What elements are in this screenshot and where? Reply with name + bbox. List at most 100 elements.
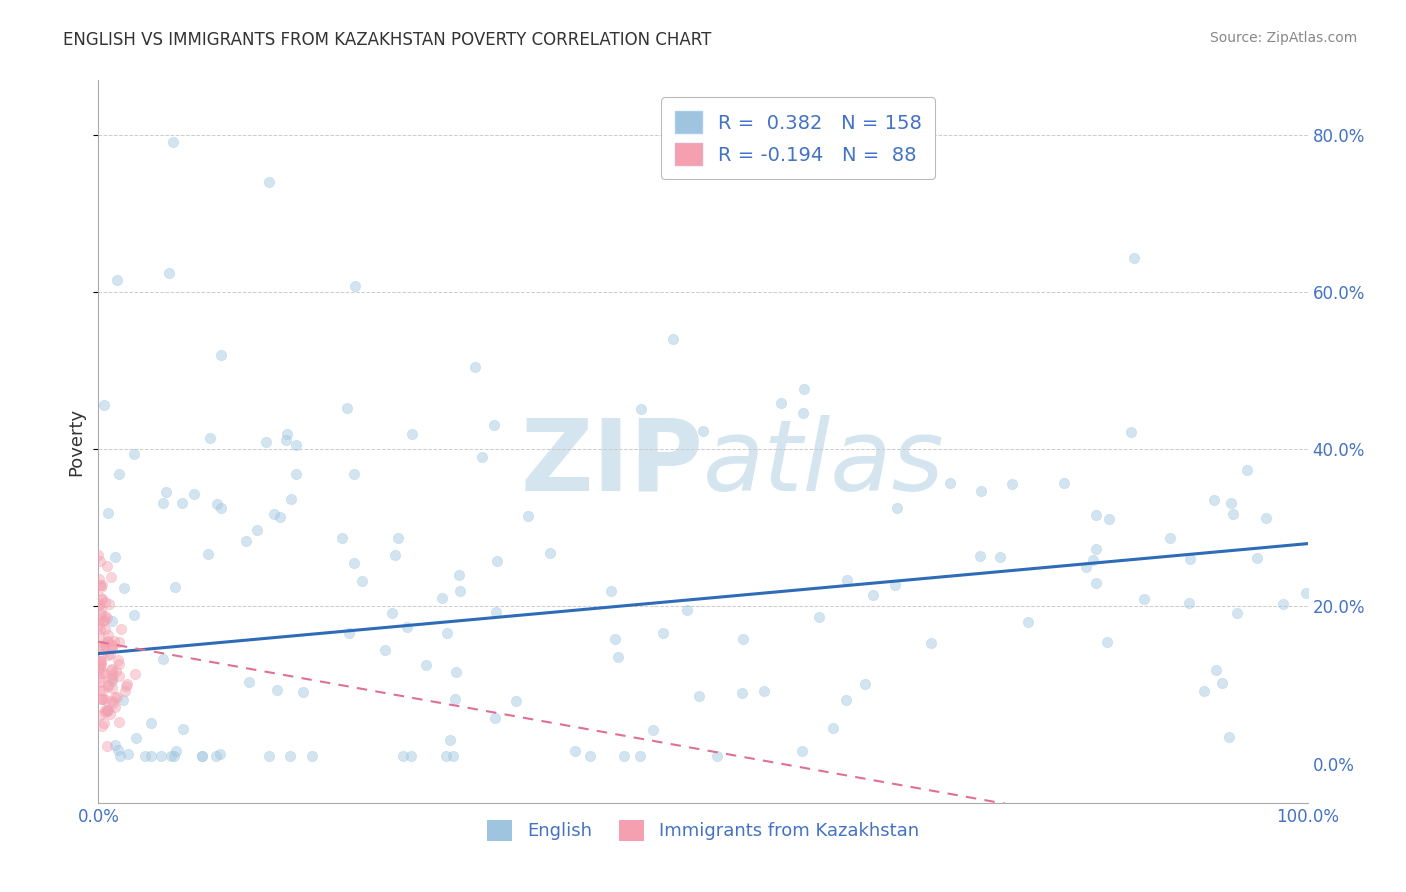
Point bbox=[381, 607, 404, 621]
Point bbox=[343, 279, 366, 293]
Point bbox=[485, 605, 508, 619]
Point bbox=[101, 639, 124, 653]
Point bbox=[89, 622, 111, 636]
Point bbox=[107, 652, 129, 666]
Point bbox=[689, 690, 711, 704]
Point bbox=[988, 549, 1011, 564]
Point bbox=[276, 434, 298, 448]
Point bbox=[662, 332, 685, 346]
Point bbox=[94, 608, 117, 623]
Text: ZIP: ZIP bbox=[520, 415, 703, 512]
Point bbox=[209, 747, 232, 761]
Point bbox=[343, 467, 366, 482]
Point bbox=[692, 425, 714, 439]
Point bbox=[337, 626, 360, 640]
Point bbox=[108, 668, 131, 682]
Legend: English, Immigrants from Kazakhstan: English, Immigrants from Kazakhstan bbox=[479, 813, 927, 848]
Point bbox=[834, 692, 856, 706]
Point bbox=[165, 744, 187, 758]
Point bbox=[93, 398, 115, 412]
Point bbox=[90, 692, 112, 706]
Point bbox=[198, 431, 221, 445]
Point bbox=[1222, 507, 1244, 521]
Point bbox=[97, 506, 120, 520]
Point bbox=[101, 672, 124, 686]
Point bbox=[89, 708, 111, 723]
Point bbox=[87, 663, 110, 677]
Point bbox=[115, 677, 138, 691]
Point bbox=[97, 679, 120, 693]
Point bbox=[96, 628, 118, 642]
Point bbox=[163, 581, 186, 595]
Point bbox=[107, 743, 129, 757]
Point bbox=[105, 273, 128, 287]
Point bbox=[505, 694, 527, 708]
Point bbox=[90, 580, 112, 594]
Point bbox=[266, 682, 288, 697]
Point bbox=[97, 678, 120, 692]
Point bbox=[284, 467, 307, 481]
Point bbox=[970, 483, 993, 498]
Point bbox=[605, 632, 627, 646]
Point bbox=[284, 437, 307, 451]
Point bbox=[1122, 251, 1144, 265]
Point bbox=[807, 610, 830, 624]
Point bbox=[1084, 576, 1107, 591]
Y-axis label: Poverty: Poverty bbox=[67, 408, 86, 475]
Point bbox=[1053, 475, 1076, 490]
Point bbox=[1205, 663, 1227, 677]
Point bbox=[157, 266, 180, 280]
Point bbox=[291, 684, 314, 698]
Point bbox=[155, 485, 177, 500]
Point bbox=[122, 447, 145, 461]
Point bbox=[101, 662, 124, 676]
Point bbox=[790, 744, 813, 758]
Point bbox=[90, 602, 112, 616]
Point bbox=[104, 700, 127, 714]
Point bbox=[162, 135, 184, 149]
Point bbox=[330, 531, 353, 545]
Point bbox=[280, 491, 302, 506]
Point bbox=[108, 635, 131, 649]
Point bbox=[1017, 615, 1039, 629]
Point bbox=[652, 626, 675, 640]
Point bbox=[90, 591, 112, 605]
Point bbox=[107, 690, 129, 705]
Point bbox=[579, 748, 602, 763]
Point bbox=[152, 652, 174, 666]
Point bbox=[101, 694, 124, 708]
Point bbox=[160, 748, 183, 763]
Point bbox=[149, 748, 172, 763]
Point bbox=[1095, 634, 1118, 648]
Point bbox=[117, 747, 139, 762]
Point bbox=[103, 549, 125, 564]
Point bbox=[752, 684, 775, 698]
Point bbox=[1192, 684, 1215, 698]
Point bbox=[444, 665, 467, 679]
Point bbox=[441, 748, 464, 763]
Point bbox=[94, 622, 117, 636]
Point bbox=[301, 748, 323, 763]
Point bbox=[269, 509, 291, 524]
Point bbox=[263, 508, 285, 522]
Point bbox=[1218, 730, 1240, 744]
Point bbox=[415, 658, 437, 673]
Point bbox=[342, 556, 364, 570]
Point bbox=[97, 633, 120, 648]
Point bbox=[1226, 606, 1249, 620]
Point bbox=[124, 731, 146, 745]
Point bbox=[93, 666, 115, 681]
Point bbox=[90, 692, 112, 706]
Point bbox=[170, 496, 193, 510]
Point bbox=[246, 523, 269, 537]
Point bbox=[90, 657, 112, 671]
Point bbox=[96, 704, 118, 718]
Point bbox=[89, 639, 111, 653]
Point bbox=[112, 581, 135, 595]
Point bbox=[89, 671, 111, 685]
Point bbox=[91, 683, 114, 698]
Point bbox=[1271, 597, 1294, 611]
Point bbox=[103, 668, 125, 682]
Point bbox=[104, 738, 127, 752]
Point bbox=[91, 719, 114, 733]
